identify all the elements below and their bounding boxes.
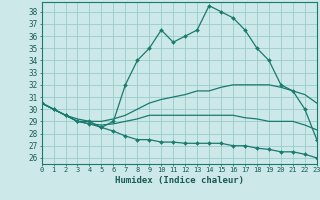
X-axis label: Humidex (Indice chaleur): Humidex (Indice chaleur) — [115, 176, 244, 185]
